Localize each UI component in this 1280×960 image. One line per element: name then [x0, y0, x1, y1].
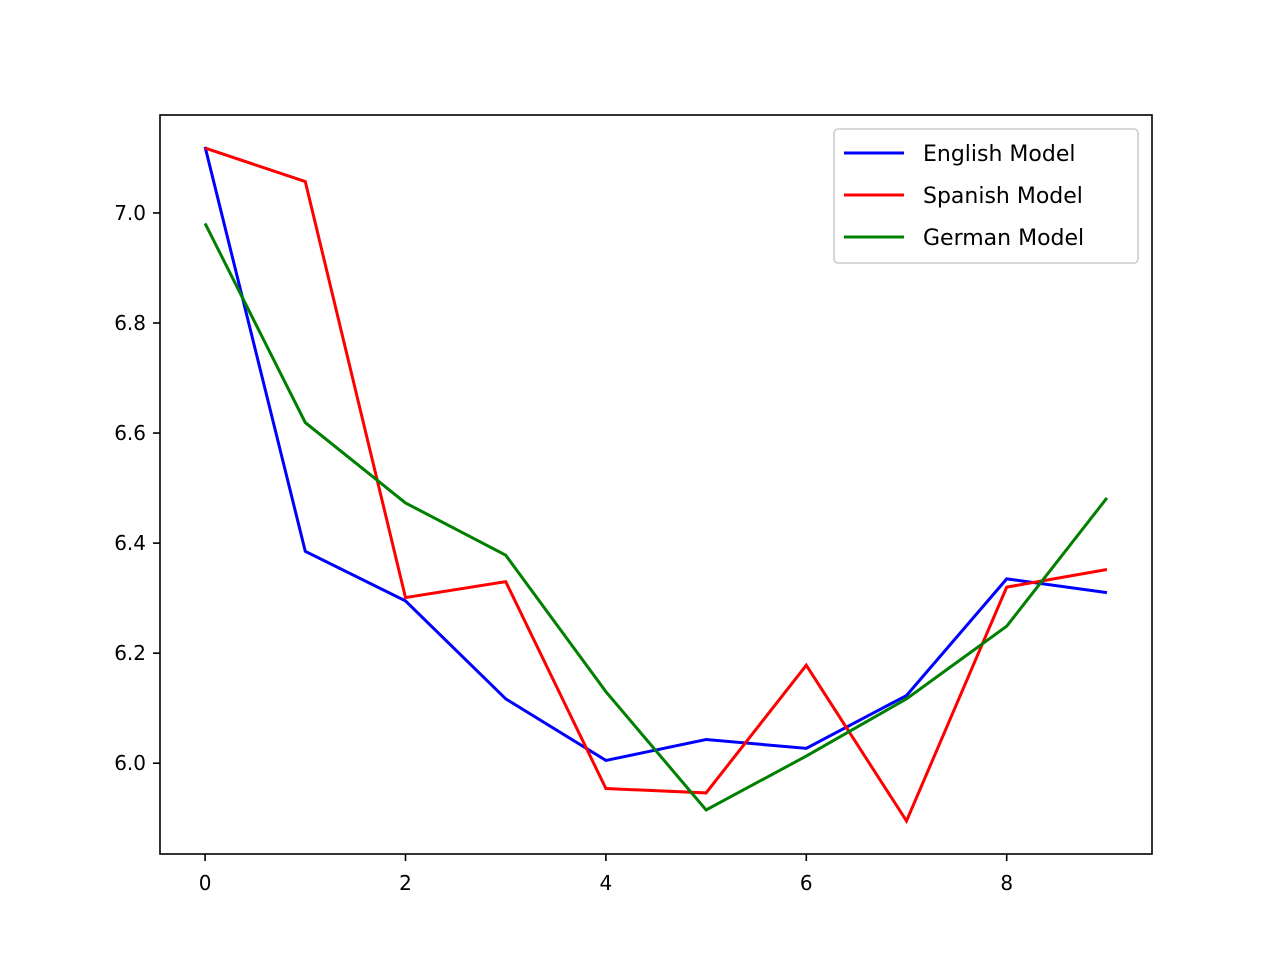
series-line-1	[204, 146, 1108, 825]
y-tick-label: 6.4	[114, 531, 146, 555]
y-tick-label: 6.6	[114, 421, 146, 445]
plot-area	[203, 146, 1109, 825]
y-tick-label: 6.0	[114, 751, 146, 775]
legend-label-2: German Model	[923, 226, 1084, 251]
axes-frame	[159, 114, 1153, 855]
legend-box	[833, 128, 1139, 264]
x-tick-label: 8	[1000, 871, 1013, 895]
legend-label-1: Spanish Model	[923, 184, 1083, 209]
x-tick-label: 4	[600, 871, 613, 895]
y-tick-label: 7.0	[114, 201, 146, 225]
legend: English Model Spanish Model German Model	[833, 128, 1139, 264]
y-tick-label: 6.8	[114, 311, 146, 335]
y-tick-label: 6.2	[114, 641, 146, 665]
series-line-2	[203, 222, 1109, 812]
x-tick-label: 6	[800, 871, 813, 895]
x-tick-label: 2	[399, 871, 412, 895]
legend-label-0: English Model	[923, 142, 1076, 167]
axes: 0 2 4 6 8 6.0 6.2 6.4 6.6 6.8 7.0	[114, 114, 1153, 895]
x-tick-label: 0	[199, 871, 212, 895]
